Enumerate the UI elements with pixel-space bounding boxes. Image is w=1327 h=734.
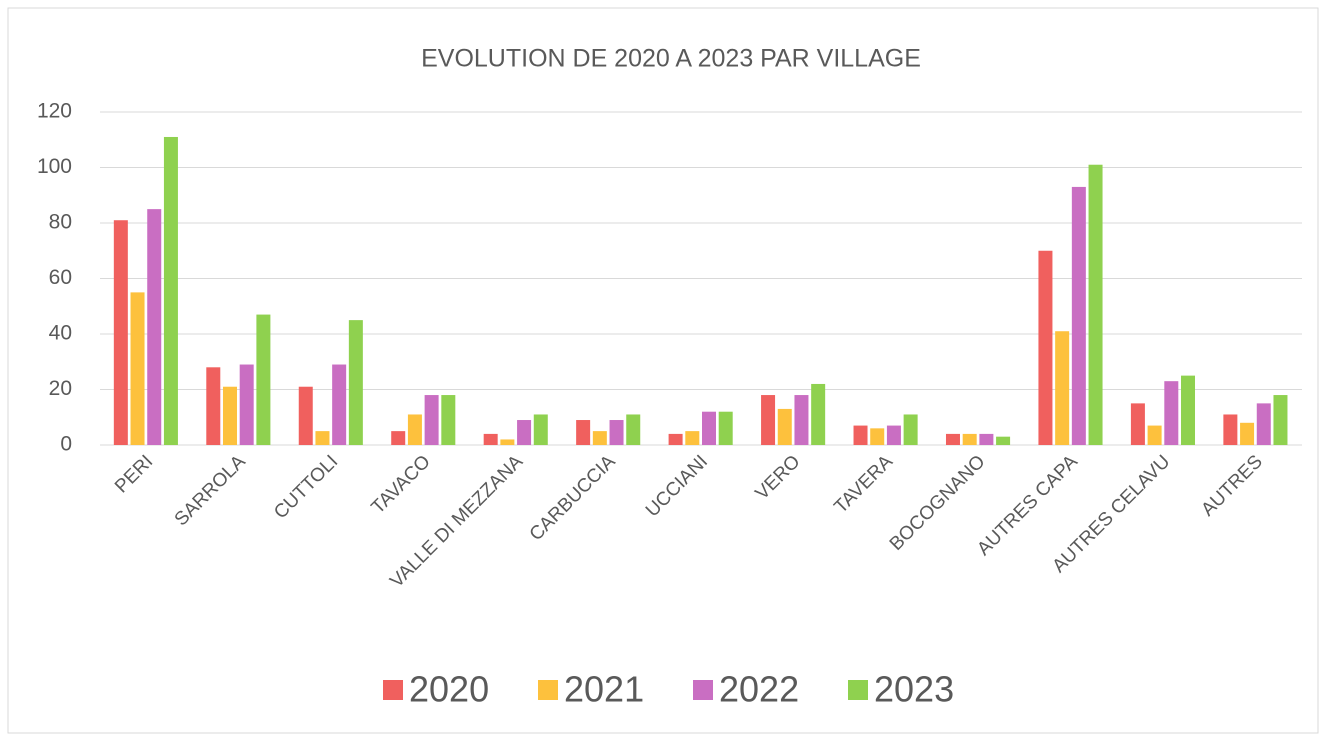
bar — [239, 364, 254, 445]
y-tick-label: 120 — [37, 100, 72, 123]
bar — [1038, 250, 1053, 445]
chart-title: EVOLUTION DE 2020 A 2023 PAR VILLAGE — [421, 45, 921, 73]
y-tick-label: 60 — [49, 266, 72, 289]
legend-label: 2023 — [874, 669, 954, 710]
bar — [576, 420, 591, 445]
bar — [1164, 381, 1179, 445]
bar — [609, 420, 624, 445]
bar — [424, 395, 439, 445]
bar — [533, 414, 548, 445]
y-tick-label: 40 — [49, 322, 72, 345]
bar — [256, 314, 271, 445]
bar — [702, 411, 716, 445]
legend-swatch — [693, 680, 713, 700]
bar — [1147, 425, 1162, 445]
bar — [315, 431, 330, 445]
bar — [1240, 422, 1255, 445]
bar — [332, 364, 347, 445]
bar — [483, 433, 498, 445]
bar — [206, 367, 221, 445]
bar — [500, 439, 515, 445]
y-tick-label: 80 — [49, 211, 72, 234]
legend-swatch — [538, 680, 558, 700]
bar — [407, 414, 422, 445]
bar — [1130, 403, 1145, 445]
bar — [853, 425, 868, 445]
bar — [130, 292, 145, 445]
bar — [163, 136, 178, 445]
chart-border — [7, 7, 1319, 734]
bar — [1088, 164, 1103, 445]
bar — [811, 383, 826, 445]
legend-label: 2022 — [719, 669, 799, 710]
bar — [1256, 403, 1271, 445]
bar — [626, 414, 641, 445]
bar — [592, 431, 607, 445]
bar — [794, 395, 809, 445]
bar — [1273, 395, 1288, 445]
y-tick-label: 20 — [49, 377, 72, 400]
bar — [222, 386, 237, 445]
bar — [668, 433, 683, 445]
bar — [979, 433, 994, 445]
bar — [1055, 331, 1070, 445]
bar — [1071, 186, 1086, 446]
bar — [391, 431, 406, 445]
bar — [996, 436, 1011, 445]
bar — [1181, 375, 1196, 445]
bar — [777, 408, 792, 445]
bar — [870, 428, 885, 445]
bar — [113, 220, 128, 445]
bar — [517, 420, 532, 445]
legend-swatch — [383, 680, 403, 700]
bar — [147, 209, 162, 445]
y-tick-label: 100 — [37, 155, 72, 178]
bar — [1223, 414, 1238, 445]
y-tick-label: 0 — [60, 433, 72, 456]
bar — [441, 395, 456, 445]
bar — [903, 414, 918, 445]
bar — [945, 433, 960, 445]
bar — [718, 411, 733, 445]
legend-label: 2020 — [409, 669, 489, 710]
legend-label: 2021 — [564, 669, 644, 710]
bar — [685, 431, 700, 445]
bar — [298, 386, 313, 445]
bar — [348, 320, 363, 445]
bar — [886, 425, 901, 445]
bar — [761, 395, 776, 445]
legend-swatch — [848, 680, 868, 700]
bar — [962, 433, 977, 445]
